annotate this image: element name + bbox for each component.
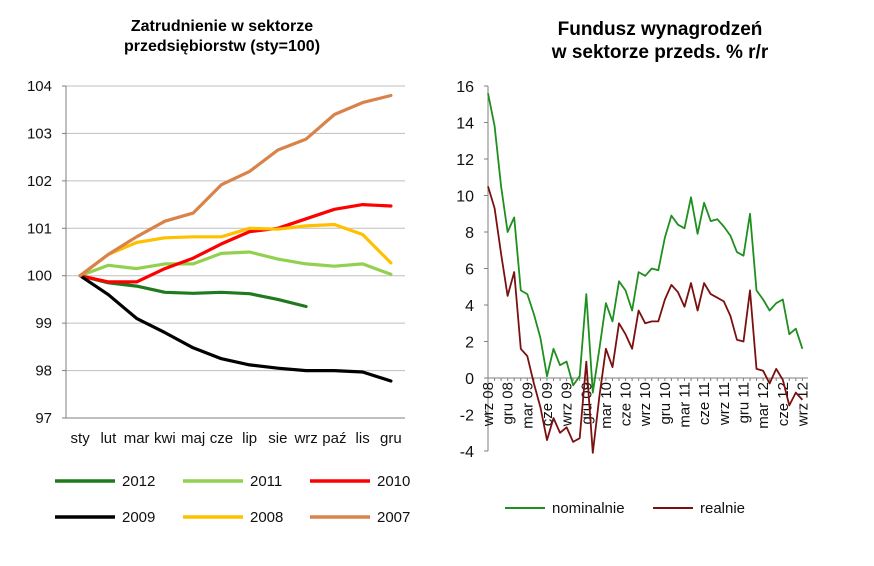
series-line-realnie	[487, 186, 804, 454]
wage-fund-x-tick-label: gru 10	[657, 382, 674, 425]
employment-legend: 2012 2011 2010 2009 2008 2007	[55, 473, 410, 526]
legend-label-realnie: realnie	[700, 500, 745, 517]
wage-fund-x-ticks: wrz 08 gru 08 mar 09 cze 09 wrz 09 gru 09 mar …	[480, 378, 811, 429]
series-line-2008	[78, 222, 393, 278]
wage-fund-x-tick-label: wrz 09	[559, 382, 576, 427]
wage-fund-x-tick-label: wrz 10	[637, 382, 654, 427]
series-line-2009	[78, 274, 393, 383]
employment-x-tick-label: lip	[242, 430, 257, 447]
employment-grid	[66, 85, 405, 372]
wage-fund-x-tick-label: wrz 08	[480, 382, 497, 427]
wage-fund-y-tick-label: -4	[460, 444, 474, 461]
employment-x-tick-label: kwi	[154, 430, 176, 447]
employment-y-tick-label: 99	[35, 315, 52, 332]
employment-x-tick-label: lut	[100, 430, 117, 447]
wage-fund-x-tick-label: cze 12	[775, 382, 792, 426]
employment-chart: Zatrudnienie w sektorze przedsiębiorstw …	[27, 18, 410, 526]
wage-fund-y-tick-label: 14	[456, 116, 474, 133]
wage-fund-x-tick-label: cze 09	[539, 382, 556, 426]
employment-chart-title-line-1: Zatrudnienie w sektorze	[131, 18, 313, 35]
employment-x-tick-label: cze	[210, 430, 233, 447]
wage-fund-x-tick-label: cze 10	[618, 382, 635, 426]
wage-fund-x-tick-label: wrz 12	[794, 382, 811, 427]
wage-fund-x-tick-label: gru 11	[735, 382, 752, 423]
series-line-2011	[78, 250, 393, 278]
wage-fund-y-tick-label: 10	[456, 189, 474, 206]
wage-fund-y-tick-label: 12	[456, 152, 474, 169]
legend-label-2009: 2009	[122, 509, 155, 526]
wage-fund-series	[487, 93, 804, 454]
series-line-2012	[78, 274, 308, 309]
employment-x-tick-label: paź	[322, 430, 346, 447]
employment-y-tick-label: 98	[35, 363, 52, 380]
wage-fund-x-tick-label: gru 08	[500, 382, 517, 425]
employment-x-tick-label: sie	[268, 430, 287, 447]
wage-fund-y-tick-label: 2	[465, 335, 474, 352]
wage-fund-y-tick-label: 4	[465, 298, 474, 315]
wage-fund-x-tick-label: cze 11	[696, 382, 713, 425]
wage-fund-x-tick-label: wrz 11	[716, 382, 733, 426]
wage-fund-x-tick-label: mar 09	[519, 382, 536, 429]
employment-y-ticks: 97 98 99 100 101 102 103 104	[27, 78, 66, 427]
series-line-nominalnie	[487, 93, 804, 394]
wage-fund-chart-title-line-2: w sektorze przeds. % r/r	[551, 42, 769, 63]
wage-fund-x-tick-label: mar 10	[598, 382, 615, 429]
wage-fund-y-tick-label: 8	[465, 225, 474, 242]
wage-fund-y-ticks: -4 -2 0 2 4 6 8 10 12 14 16	[456, 79, 488, 461]
series-line-2007	[78, 93, 393, 278]
wage-fund-x-tick-label: mar 12	[755, 382, 772, 429]
legend-label-2011: 2011	[250, 473, 282, 490]
employment-y-tick-label: 97	[35, 410, 52, 427]
employment-chart-title-line-2: przedsiębiorstw (sty=100)	[124, 38, 320, 55]
employment-y-tick-label: 103	[27, 125, 52, 142]
wage-fund-y-tick-label: 0	[465, 371, 474, 388]
legend-label-2008: 2008	[250, 509, 283, 526]
employment-series	[78, 93, 393, 383]
wage-fund-y-tick-label: 6	[465, 262, 474, 279]
employment-y-tick-label: 104	[27, 78, 52, 95]
employment-y-tick-label: 101	[27, 220, 52, 237]
wage-fund-x-tick-label: mar 11	[677, 382, 694, 428]
employment-x-tick-label: gru	[380, 430, 402, 447]
employment-x-tick-label: wrz	[293, 430, 317, 447]
employment-x-tick-label: sty	[71, 430, 91, 447]
wage-fund-legend: nominalnie realnie	[505, 500, 745, 517]
wage-fund-y-tick-label: 16	[456, 79, 474, 96]
wage-fund-chart: Fundusz wynagrodzeń w sektorze przeds. %…	[456, 19, 811, 517]
employment-x-tick-label: lis	[356, 430, 370, 447]
employment-x-tick-label: maj	[181, 430, 205, 447]
series-line-2010	[78, 203, 393, 284]
employment-x-ticks: sty lut mar kwi maj cze lip sie wrz paź lis gru	[71, 430, 402, 447]
wage-fund-chart-title-line-1: Fundusz wynagrodzeń	[558, 19, 763, 40]
wage-fund-y-tick-label: -2	[460, 408, 474, 425]
legend-label-2007: 2007	[377, 509, 410, 526]
employment-y-tick-label: 102	[27, 173, 52, 190]
legend-label-nominalnie: nominalnie	[552, 500, 625, 517]
legend-label-2010: 2010	[377, 473, 410, 490]
legend-label-2012: 2012	[122, 473, 155, 490]
employment-x-tick-label: mar	[124, 430, 150, 447]
employment-y-tick-label: 100	[27, 268, 52, 285]
